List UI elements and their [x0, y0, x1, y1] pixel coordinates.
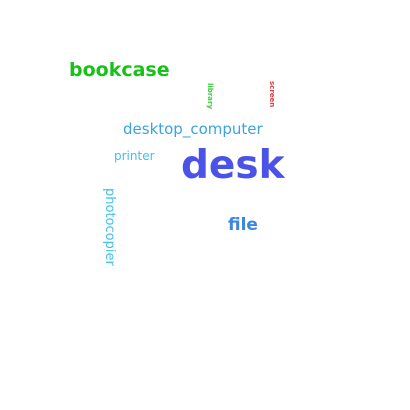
word-printer: printer: [114, 149, 155, 163]
word-bookcase: bookcase: [69, 59, 170, 81]
word-desktop-computer: desktop_computer: [123, 120, 263, 138]
word-desk: desk: [181, 143, 285, 188]
word-file: file: [228, 215, 258, 235]
word-photocopier: photocopier: [102, 188, 117, 266]
word-library: library: [206, 83, 214, 110]
word-screen: screen: [268, 81, 276, 108]
